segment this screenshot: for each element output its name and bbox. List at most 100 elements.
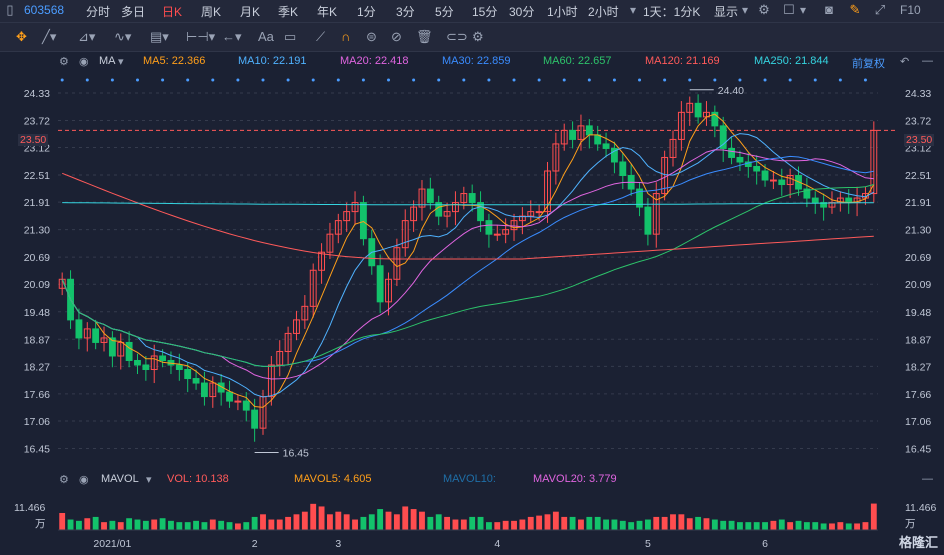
wave-tool-icon[interactable]: ∿▾ <box>114 29 132 44</box>
brush-icon[interactable]: ⟋ <box>316 29 326 44</box>
period-tab-2hour[interactable]: 2小时 <box>588 5 619 19</box>
trash-icon[interactable]: 🗑 <box>416 29 433 44</box>
crosshair-icon[interactable]: ✥ <box>16 29 27 44</box>
watermark-logo: 格隆汇 <box>898 535 938 550</box>
volume-bar <box>569 516 576 530</box>
signal-dot <box>838 78 842 82</box>
volume-bar <box>628 522 635 530</box>
mavol-indicator-name[interactable]: MAVOL <box>101 473 139 485</box>
signal-dot <box>738 78 742 82</box>
period-tab-1min[interactable]: 1分 <box>357 5 376 19</box>
undo-icon[interactable]: ↶ <box>900 56 910 68</box>
candle-body <box>351 202 359 213</box>
text-tool[interactable]: Aa <box>258 29 274 44</box>
chevron-down-icon[interactable]: ▾ <box>742 3 749 17</box>
period-tab-1hour[interactable]: 1小时 <box>547 5 578 19</box>
candle-body <box>477 202 484 222</box>
candle-body <box>92 328 100 343</box>
pencil-icon[interactable]: ✎ <box>849 2 861 17</box>
candle-body <box>410 206 418 222</box>
period-tab-week-k[interactable]: 周K <box>201 5 222 19</box>
period-tab-day-k[interactable]: 日K <box>162 5 183 19</box>
volume-bar <box>829 523 835 530</box>
candle-body <box>619 161 627 177</box>
y-tick-label: 22.51 <box>905 170 931 182</box>
signal-dot <box>487 78 491 82</box>
volume-bar <box>728 520 735 530</box>
period-tab-duori[interactable]: 多日 <box>121 5 146 19</box>
ma-line <box>62 172 874 260</box>
display-menu[interactable]: 显示 <box>714 5 739 19</box>
adjust-mode[interactable]: 前复权 <box>852 58 885 70</box>
y-tick-label: 17.66 <box>905 389 931 401</box>
candle-body <box>134 359 141 366</box>
gear-icon[interactable]: ⚙ <box>59 474 69 486</box>
chevron-down-icon[interactable]: ▾ <box>630 3 637 17</box>
volume-bar <box>268 519 275 530</box>
f10-button[interactable]: F10 <box>900 3 921 17</box>
candle-body <box>778 179 786 186</box>
minimize-icon[interactable]: — <box>922 55 933 67</box>
volume-bar <box>134 519 141 530</box>
signal-dot <box>462 78 466 82</box>
candle-body <box>192 378 200 384</box>
sidebar-toggle-icon[interactable]: ▯ <box>6 2 14 17</box>
gear-icon[interactable]: ⚙ <box>472 29 484 44</box>
measure-tool-icon[interactable]: ⊢⊣▾ <box>186 29 216 44</box>
lock-icon[interactable]: ⊜ <box>366 29 377 44</box>
chevron-down-icon[interactable]: ▾ <box>118 56 124 68</box>
channel-tool-icon[interactable]: ⊿▾ <box>78 29 96 44</box>
period-tab-fenshi[interactable]: 分时 <box>86 5 111 19</box>
volume-bar <box>293 514 300 530</box>
volume-legend: ⚙ ◉ MAVOL ▾ VOL: 10.138 MAVOL5: 4.605 MA… <box>0 472 944 488</box>
eye-icon[interactable]: ◉ <box>79 474 89 486</box>
candle-body <box>150 355 158 371</box>
stock-code[interactable]: 603568 <box>24 3 65 17</box>
volume-bar <box>619 520 626 530</box>
chevron-down-icon[interactable]: ▾ <box>800 3 807 17</box>
link-icon[interactable]: ⊂⊃ <box>446 29 468 44</box>
ma-indicator-name[interactable]: MA <box>99 55 116 67</box>
candle-body <box>234 400 242 403</box>
candle-body <box>326 233 334 253</box>
hide-icon[interactable]: ⊘ <box>391 29 402 44</box>
volume-bar <box>460 519 467 530</box>
gear-icon[interactable]: ⚙ <box>59 56 69 68</box>
note-tool-icon[interactable]: ▭ <box>284 29 297 44</box>
y-tick-label: 24.33 <box>905 88 931 100</box>
volume-bar <box>812 522 819 530</box>
period-tab-year-k[interactable]: 年K <box>317 5 338 19</box>
candle-body <box>125 341 133 361</box>
candle-body <box>318 251 325 271</box>
line-tool-icon[interactable]: ╱▾ <box>42 29 57 44</box>
x-tick-label: 2 <box>252 538 258 550</box>
ma-line <box>61 113 875 408</box>
period-tab-5min[interactable]: 5分 <box>435 5 454 19</box>
period-tab-month-k[interactable]: 月K <box>240 5 261 19</box>
volume-bar <box>477 516 484 530</box>
fullscreen-icon[interactable]: ⤢ <box>874 2 886 17</box>
period-tab-30min[interactable]: 30分 <box>509 5 535 19</box>
volume-bar <box>611 519 618 530</box>
minimize-icon[interactable]: — <box>922 473 933 485</box>
eye-icon[interactable]: ◉ <box>79 56 89 68</box>
period-tab-15min[interactable]: 15分 <box>472 5 498 19</box>
volume-bar <box>101 522 107 530</box>
volume-bar <box>310 503 317 530</box>
camera-icon[interactable]: ◙ <box>825 2 833 17</box>
fib-tool-icon[interactable]: ▤▾ <box>150 29 169 44</box>
volume-bar <box>335 511 342 530</box>
period-tab-quarter-k[interactable]: 季K <box>278 5 299 19</box>
volume-bar <box>352 519 358 530</box>
chevron-down-icon[interactable]: ▾ <box>146 474 152 486</box>
arrow-tool-icon[interactable]: ←▾ <box>222 29 242 44</box>
candle-body <box>820 202 828 208</box>
candle-body <box>577 125 585 140</box>
checkbox-icon[interactable]: ☐ <box>783 2 795 17</box>
volume-bar <box>544 514 551 530</box>
period-tab-3min[interactable]: 3分 <box>396 5 415 19</box>
settings-icon[interactable]: ⚙ <box>758 2 770 17</box>
interval-select[interactable]: 1天：1分K <box>643 5 701 19</box>
magnet-icon[interactable]: ∩ <box>341 29 351 44</box>
candle-body <box>334 220 342 235</box>
